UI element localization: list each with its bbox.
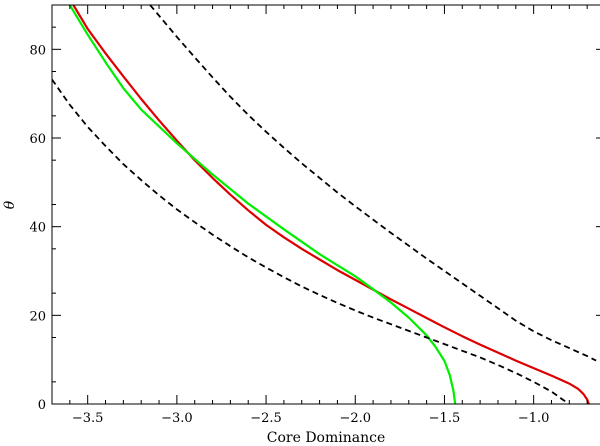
y-axis-title: θ — [2, 200, 18, 209]
y-tick-label: 60 — [29, 132, 46, 147]
x-axis-title: Core Dominance — [267, 430, 385, 446]
tick-layer: −3.5 −3.0 −2.5 −2.0 −1.5 −1.0 0 20 40 60 80 — [29, 5, 600, 426]
y-tick-label: 20 — [29, 309, 46, 324]
x-tick-label: −1.5 — [429, 411, 461, 426]
series-red-line — [72, 5, 590, 404]
series-lower-dashed-line — [52, 78, 570, 404]
x-tick-label: −1.0 — [518, 411, 550, 426]
x-tick-label: −2.0 — [339, 411, 371, 426]
y-tick-label: 80 — [29, 43, 46, 58]
series-green-line — [68, 5, 457, 404]
x-tick-label: −3.0 — [161, 411, 193, 426]
x-tick-label: −2.5 — [250, 411, 282, 426]
y-tick-label: 0 — [38, 398, 46, 413]
x-tick-label: −3.5 — [72, 411, 104, 426]
series-layer — [52, 5, 597, 404]
y-tick-label: 40 — [29, 221, 46, 236]
series-upper-dashed-line — [149, 5, 597, 362]
